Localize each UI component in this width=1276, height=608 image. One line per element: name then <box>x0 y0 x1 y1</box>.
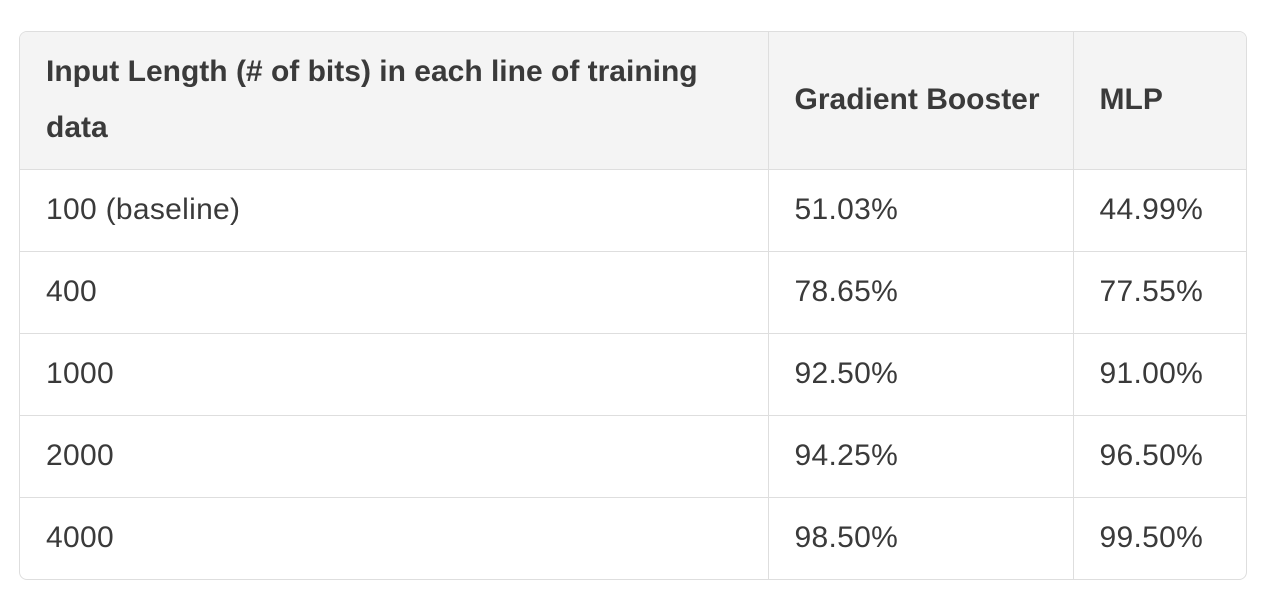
cell-gradient-booster: 78.65% <box>768 251 1074 334</box>
table-row: 4000 98.50% 99.50% <box>20 497 1246 579</box>
cell-input-length: 400 <box>20 251 769 334</box>
cell-mlp: 44.99% <box>1073 169 1246 252</box>
cell-gradient-booster: 51.03% <box>768 169 1074 252</box>
cell-gradient-booster: 94.25% <box>768 415 1074 498</box>
cell-input-length: 1000 <box>20 333 769 416</box>
cell-mlp: 99.50% <box>1099 521 1204 555</box>
results-table-container: Input Length (# of bits) in each line of… <box>19 31 1247 580</box>
results-table: Input Length (# of bits) in each line of… <box>20 32 1246 579</box>
table-row: 400 78.65% 77.55% <box>20 251 1246 334</box>
table-row: 2000 94.25% 96.50% <box>20 415 1246 498</box>
cell-mlp: 91.00% <box>1073 333 1246 416</box>
cell-mlp: 77.55% <box>1073 251 1246 334</box>
cell-mlp: 96.50% <box>1073 415 1246 498</box>
cell-gradient-booster: 92.50% <box>768 333 1074 416</box>
cell-gradient-booster: 98.50% <box>768 497 1074 579</box>
table-body: 100 (baseline) 51.03% 44.99% 400 78.65% … <box>20 169 1246 579</box>
header-row: Input Length (# of bits) in each line of… <box>20 32 1246 170</box>
cell-input-length: 100 (baseline) <box>20 169 769 252</box>
table-header: Input Length (# of bits) in each line of… <box>20 32 1246 170</box>
table-row: 100 (baseline) 51.03% 44.99% <box>20 169 1246 252</box>
cell-input-length: 4000 <box>20 497 769 579</box>
header-gradient-booster: Gradient Booster <box>768 32 1074 170</box>
header-input-length: Input Length (# of bits) in each line of… <box>20 32 769 170</box>
cell-input-length: 2000 <box>20 415 769 498</box>
table-row: 1000 92.50% 91.00% <box>20 333 1246 416</box>
header-mlp: MLP <box>1073 32 1246 170</box>
